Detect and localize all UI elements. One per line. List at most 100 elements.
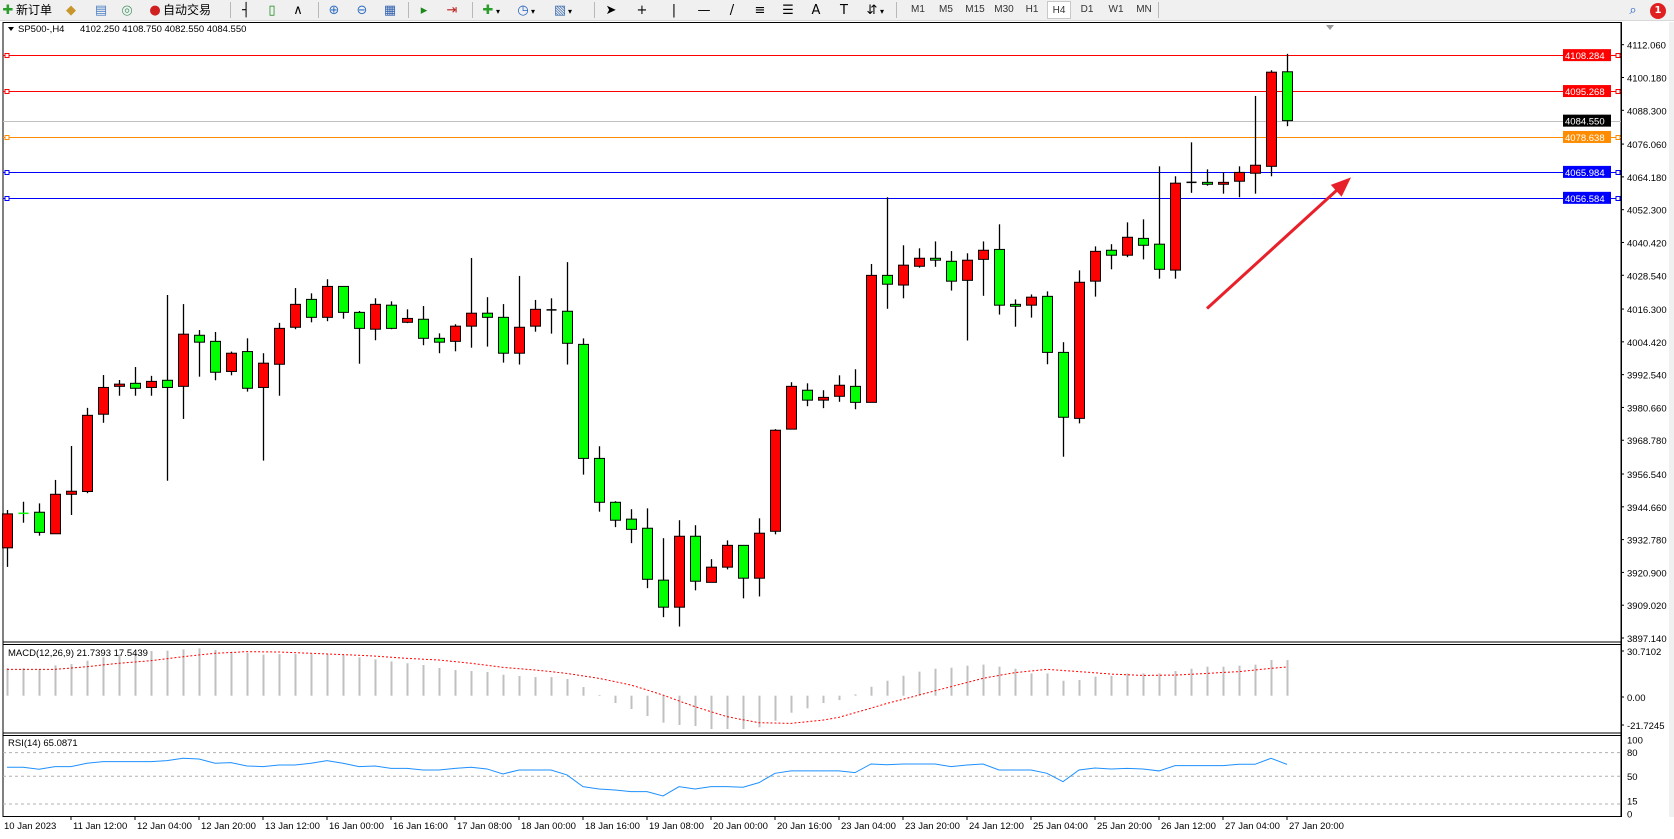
candle[interactable] <box>338 285 349 319</box>
candle[interactable] <box>450 324 461 352</box>
candle[interactable] <box>626 509 637 544</box>
line-handle-left[interactable] <box>4 89 10 94</box>
candle[interactable] <box>82 407 93 494</box>
trendline-button[interactable]: / <box>724 1 740 19</box>
candle[interactable] <box>1170 176 1181 279</box>
candle[interactable] <box>1250 95 1261 194</box>
candle[interactable] <box>434 333 445 354</box>
candle[interactable] <box>498 304 509 363</box>
candle[interactable] <box>706 559 717 583</box>
candle[interactable] <box>738 544 749 599</box>
candle[interactable] <box>898 245 909 299</box>
candle[interactable] <box>866 264 877 403</box>
candle[interactable] <box>130 367 141 396</box>
candle[interactable] <box>1058 342 1069 457</box>
search-button[interactable]: ⌕ <box>1625 1 1641 19</box>
candle[interactable] <box>1106 244 1117 270</box>
timeframe-w1-button[interactable]: W1 <box>1108 4 1124 15</box>
price-axis[interactable]: 4112.060 4100.180 4088.300 4076.060 4064.180… <box>1621 22 1667 821</box>
new-order-button[interactable]: ✚ 新订单 <box>0 1 52 19</box>
candle[interactable] <box>802 383 813 407</box>
navigator-button[interactable]: ◎ <box>119 1 135 19</box>
candle[interactable] <box>978 241 989 296</box>
candle[interactable] <box>354 310 365 364</box>
candle[interactable] <box>194 330 205 377</box>
timeframe-mn-button[interactable]: MN <box>1136 4 1152 15</box>
candle[interactable] <box>1122 222 1133 258</box>
candle[interactable] <box>930 241 941 267</box>
candle[interactable] <box>402 309 413 324</box>
candle[interactable] <box>562 262 573 365</box>
candle[interactable] <box>770 429 781 535</box>
candle[interactable] <box>386 301 397 330</box>
candle[interactable] <box>1154 166 1165 279</box>
candle[interactable] <box>818 390 829 409</box>
timeframe-m5-button[interactable]: M5 <box>939 4 953 15</box>
fibonacci-fan-button[interactable]: ☰ <box>780 1 796 19</box>
crosshair-button[interactable]: + <box>634 1 650 19</box>
line-handle-right[interactable] <box>1615 135 1621 140</box>
collapse-triangle-icon[interactable] <box>8 27 14 31</box>
candle[interactable] <box>546 298 557 334</box>
candle[interactable] <box>514 275 525 365</box>
candle[interactable] <box>1186 142 1197 193</box>
fibonacci-button[interactable]: ≡ <box>752 1 768 19</box>
horizontal-line-button[interactable]: — <box>696 1 712 19</box>
zoom-in-button[interactable]: ⊕ <box>326 1 342 19</box>
candle[interactable] <box>1026 294 1037 318</box>
candle[interactable] <box>530 299 541 332</box>
candle[interactable] <box>1138 219 1149 260</box>
candle[interactable] <box>210 331 221 381</box>
candle[interactable] <box>306 293 317 323</box>
line-handle-right[interactable] <box>1615 196 1621 201</box>
candle[interactable] <box>466 257 477 348</box>
candle[interactable] <box>226 351 237 376</box>
candle[interactable] <box>1090 246 1101 297</box>
notification-button[interactable]: 1 <box>1650 1 1666 19</box>
candle[interactable] <box>642 508 653 589</box>
annotation-arrow[interactable] <box>1205 177 1351 310</box>
candle[interactable] <box>578 338 589 475</box>
candle[interactable] <box>1266 70 1277 177</box>
candle[interactable] <box>946 251 957 291</box>
candle[interactable] <box>690 525 701 591</box>
candle[interactable] <box>66 445 77 515</box>
autoscroll-button[interactable]: ⇥ <box>444 1 460 19</box>
candle[interactable] <box>242 338 253 392</box>
candle[interactable] <box>258 353 269 461</box>
candle[interactable] <box>18 501 29 523</box>
timeframe-h1-button[interactable]: H1 <box>1025 4 1039 15</box>
line-handle-left[interactable] <box>4 196 10 201</box>
candle[interactable] <box>594 446 605 512</box>
candle[interactable] <box>1074 270 1085 424</box>
line-handle-right[interactable] <box>1615 170 1621 175</box>
candle[interactable] <box>610 501 621 528</box>
candle[interactable] <box>2 510 13 567</box>
periods-button[interactable]: ◷ ▾ <box>515 1 535 19</box>
text-button[interactable]: A <box>808 1 824 19</box>
chart-shift-button[interactable]: ▸ <box>416 1 432 19</box>
candle[interactable] <box>114 379 125 396</box>
timeframe-h4-button[interactable]: H4 <box>1047 1 1071 19</box>
candle[interactable] <box>754 518 765 597</box>
candle[interactable] <box>1042 291 1053 365</box>
timeframe-m30-button[interactable]: M30 <box>994 4 1014 15</box>
chart-shift-marker-icon[interactable] <box>1326 25 1334 30</box>
candle[interactable] <box>994 224 1005 315</box>
candle[interactable] <box>162 294 173 481</box>
candlestick-button[interactable]: ▯ <box>264 1 280 19</box>
cursor-button[interactable]: ➤ <box>603 1 619 19</box>
chart-window[interactable]: 4108.284 4095.268 4084.550 4078.638 4065.984… <box>0 21 1674 839</box>
candle[interactable] <box>722 540 733 570</box>
candle[interactable] <box>178 304 189 419</box>
candle[interactable] <box>1010 299 1021 327</box>
timeframe-m1-button[interactable]: M1 <box>911 4 925 15</box>
candle[interactable] <box>882 197 893 309</box>
candle[interactable] <box>962 253 973 341</box>
candle[interactable] <box>674 520 685 627</box>
bar-chart-button[interactable]: ┤ <box>238 1 254 19</box>
candle[interactable] <box>1218 172 1229 194</box>
candle[interactable] <box>50 479 61 535</box>
market-watch-button[interactable]: ◆ <box>63 1 79 19</box>
text-label-button[interactable]: T <box>836 1 852 19</box>
